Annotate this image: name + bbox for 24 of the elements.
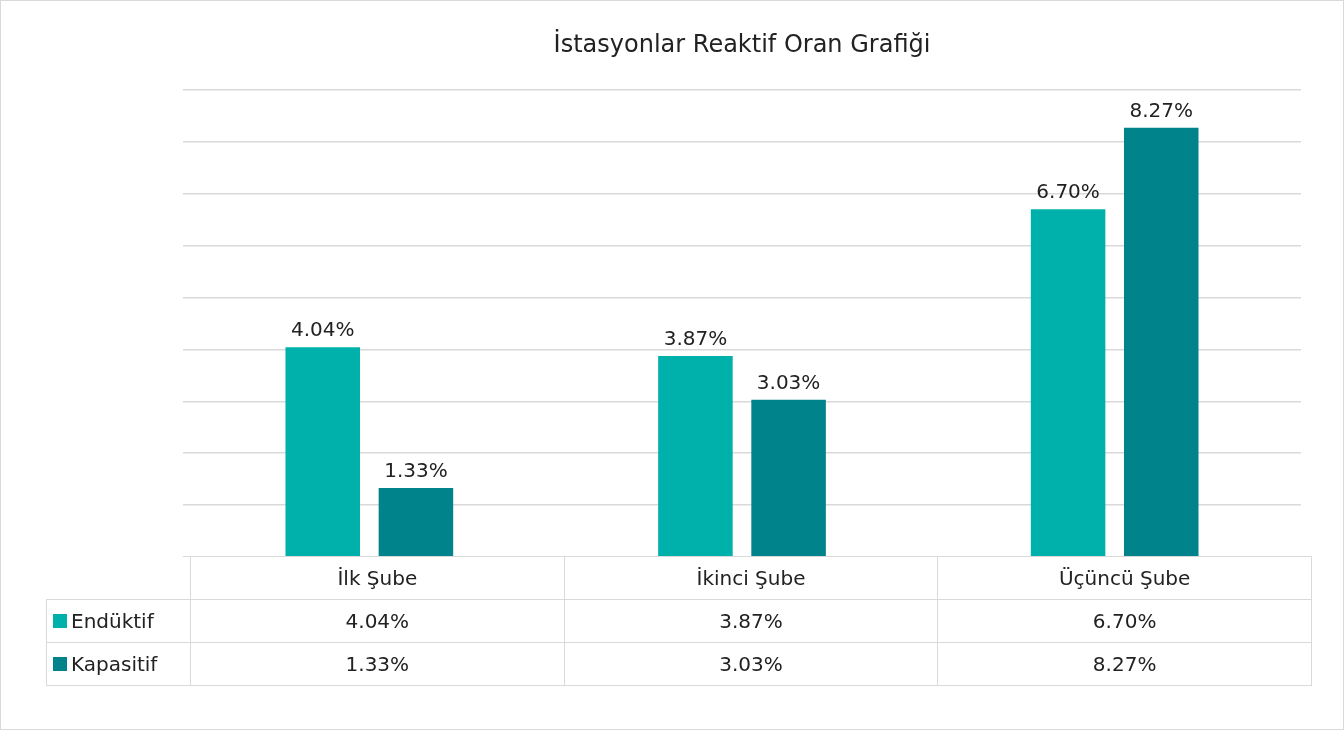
text: 3.03%: [756, 369, 821, 394]
legend-label: Kapasitif: [46, 642, 191, 686]
chart-title: İstasyonlar Reaktif Oran Grafiği: [553, 28, 931, 58]
text: 6.70%: [1036, 179, 1100, 204]
bar: [658, 356, 733, 557]
text: 8.27%: [1129, 97, 1194, 122]
bar: [285, 347, 361, 557]
text: 3.87%: [663, 326, 728, 351]
data-label: 3.87%: [564, 599, 938, 643]
text: 1.33%: [384, 458, 448, 483]
x-tick-label: Üçüncü Şube: [937, 556, 1312, 600]
data-label: 6.70%: [937, 599, 1312, 643]
text: 4.04%: [290, 317, 355, 342]
legend-label: Endüktif: [46, 599, 191, 643]
bar: [1123, 127, 1199, 557]
bar: [1030, 209, 1106, 557]
data-label: 3.03%: [564, 642, 938, 686]
data-label: 4.04%: [190, 599, 565, 643]
x-tick-label: İkinci Şube: [564, 556, 938, 600]
bar: [751, 399, 826, 557]
data-label: 8.27%: [937, 642, 1312, 686]
data-label: 1.33%: [190, 642, 565, 686]
x-tick-label: İlk Şube: [190, 556, 565, 600]
bar: [378, 487, 454, 557]
